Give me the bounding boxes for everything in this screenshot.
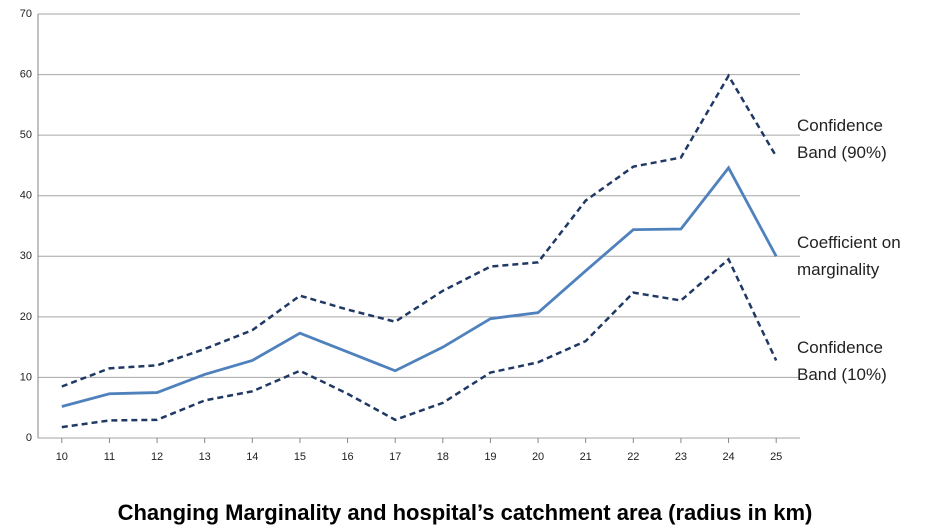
x-tick-label: 10 [56,451,68,463]
series-line [61,257,778,429]
x-tick-label: 25 [770,451,782,463]
series-label: Coefficient on marginality [797,233,901,279]
x-tick-label: 19 [484,451,496,463]
chart-title: Changing Marginality and hospital’s catc… [117,500,813,525]
series-line [61,73,778,388]
x-tick-label: 11 [104,451,115,463]
x-tick-label: 23 [675,451,687,463]
series-label: Confidence Band (90%) [797,116,887,162]
x-tick-label: 24 [722,451,734,463]
x-tick-label: 13 [199,451,211,463]
y-tick-label: 40 [20,190,32,202]
x-tick-label: 17 [389,451,401,463]
y-tick-label: 0 [26,432,32,444]
y-tick-label: 70 [20,8,32,20]
y-tick-label: 10 [20,371,32,383]
y-tick-label: 50 [20,129,32,141]
x-tick-label: 16 [341,451,353,463]
y-tick-label: 20 [20,311,32,323]
x-tick-label: 21 [580,451,592,463]
x-tick-label: 14 [246,451,258,463]
x-tick-label: 12 [151,451,163,463]
x-tick-label: 20 [532,451,544,463]
x-tick-label: 15 [294,451,306,463]
series-label: Confidence Band (10%) [797,338,887,384]
series-line [61,165,778,408]
x-tick-label: 18 [437,451,449,463]
x-tick-label: 22 [627,451,639,463]
y-tick-label: 30 [20,250,32,262]
y-tick-label: 60 [20,68,32,80]
